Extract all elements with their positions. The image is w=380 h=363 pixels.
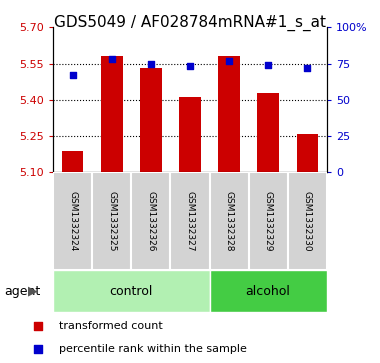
- Bar: [209, 270, 327, 312]
- Bar: [179, 97, 201, 172]
- Bar: [101, 56, 123, 172]
- Point: [109, 56, 115, 62]
- Bar: [131, 172, 171, 270]
- Bar: [92, 172, 131, 270]
- Text: GSM1332329: GSM1332329: [264, 191, 273, 252]
- Bar: [257, 93, 279, 172]
- Text: GSM1332325: GSM1332325: [107, 191, 116, 252]
- Point: [187, 64, 193, 69]
- Point: [35, 346, 41, 352]
- Bar: [171, 172, 209, 270]
- Point: [304, 65, 310, 71]
- Bar: [53, 270, 209, 312]
- Text: percentile rank within the sample: percentile rank within the sample: [59, 344, 247, 354]
- Point: [265, 62, 271, 68]
- Bar: [296, 134, 318, 172]
- Point: [70, 72, 76, 78]
- Text: GSM1332327: GSM1332327: [185, 191, 195, 252]
- Text: agent: agent: [4, 285, 40, 298]
- Bar: [140, 68, 162, 172]
- Bar: [62, 151, 84, 172]
- Text: GSM1332328: GSM1332328: [225, 191, 234, 252]
- Point: [148, 61, 154, 66]
- Text: control: control: [110, 285, 153, 298]
- Text: GSM1332326: GSM1332326: [146, 191, 155, 252]
- Text: GSM1332324: GSM1332324: [68, 191, 77, 252]
- Bar: [249, 172, 288, 270]
- Text: alcohol: alcohol: [246, 285, 291, 298]
- Bar: [209, 172, 249, 270]
- Bar: [288, 172, 327, 270]
- Point: [226, 58, 232, 64]
- Text: transformed count: transformed count: [59, 321, 163, 331]
- Bar: [53, 172, 92, 270]
- Bar: [218, 56, 240, 172]
- Point: [35, 323, 41, 329]
- Text: ▶: ▶: [27, 285, 37, 298]
- Text: GSM1332330: GSM1332330: [303, 191, 312, 252]
- Text: GDS5049 / AF028784mRNA#1_s_at: GDS5049 / AF028784mRNA#1_s_at: [54, 15, 326, 31]
